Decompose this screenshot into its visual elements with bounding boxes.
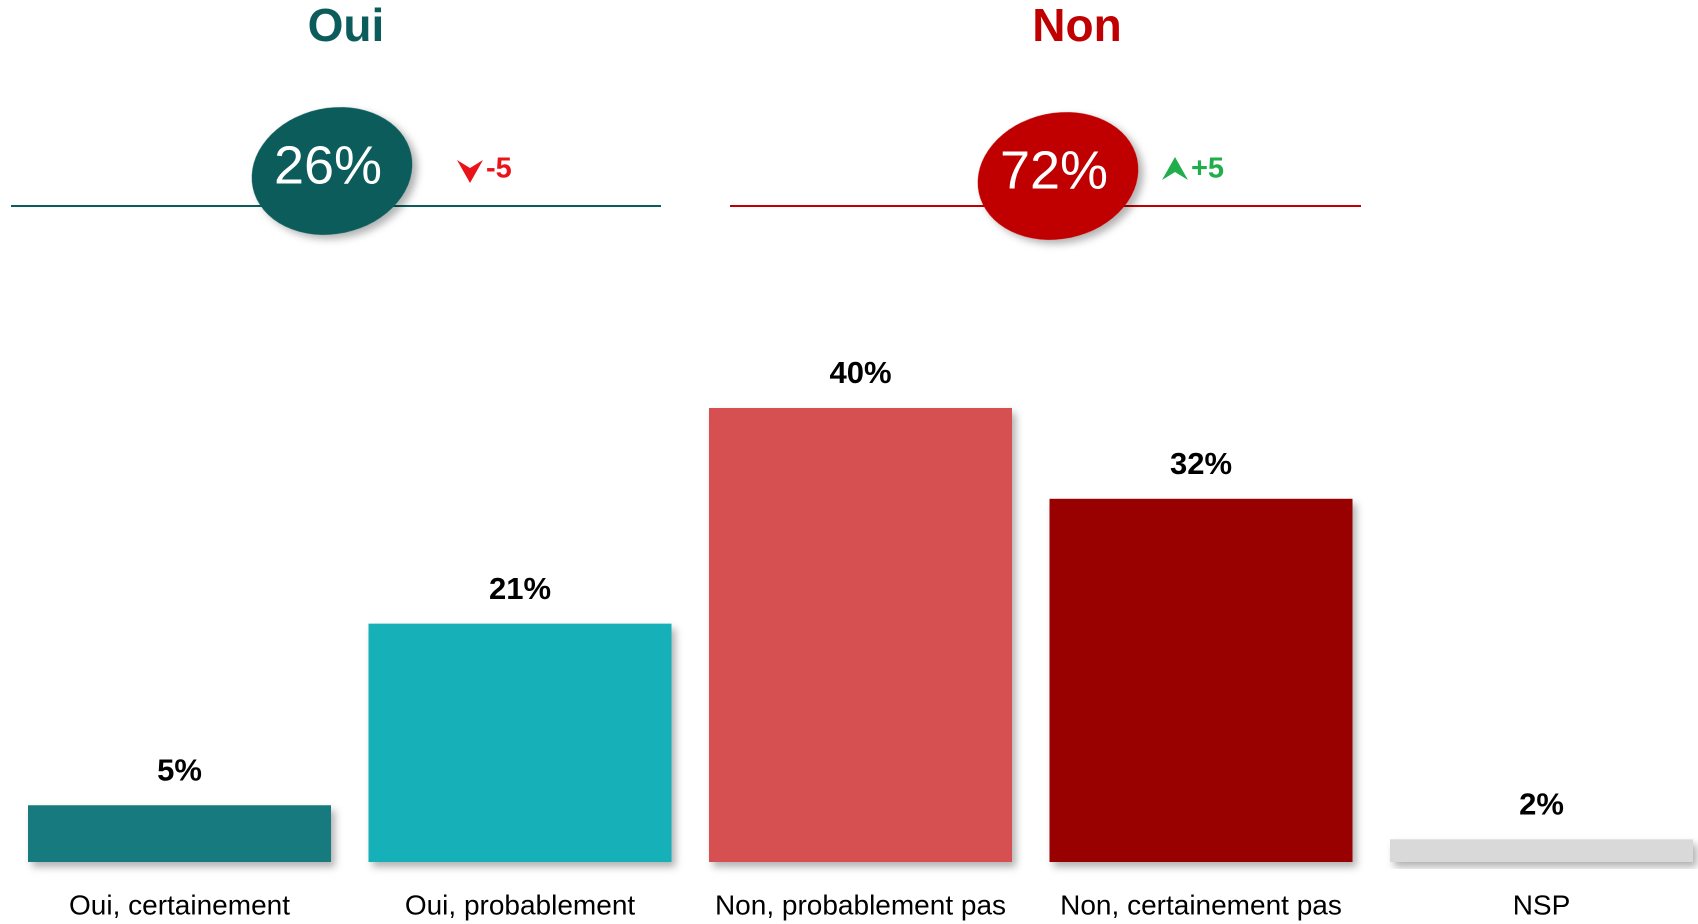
bar xyxy=(1049,498,1353,862)
value-label: 2% xyxy=(1519,786,1564,821)
value-label: 32% xyxy=(1170,446,1232,481)
group-title: Oui xyxy=(308,0,385,51)
change-arrow xyxy=(1162,157,1188,180)
group-title: Non xyxy=(1032,0,1121,51)
total-badge xyxy=(251,107,413,235)
change-label: +5 xyxy=(1191,153,1224,185)
bar xyxy=(709,408,1012,862)
total-value: 26% xyxy=(274,135,382,195)
change-arrow xyxy=(457,160,483,183)
category-label: Oui, certainement xyxy=(69,889,290,920)
bar xyxy=(368,623,672,862)
bar xyxy=(28,805,331,862)
bar xyxy=(1390,839,1693,862)
category-label: Oui, probablement xyxy=(405,889,636,920)
change-label: -5 xyxy=(486,153,512,185)
value-label: 21% xyxy=(489,571,551,606)
total-badge xyxy=(977,112,1139,240)
category-label: Non, certainement pas xyxy=(1060,889,1342,920)
total-value: 72% xyxy=(1000,140,1108,200)
value-label: 5% xyxy=(157,752,202,787)
category-label: Non, probablement pas xyxy=(715,889,1006,920)
value-label: 40% xyxy=(829,355,891,390)
category-label: NSP xyxy=(1513,889,1571,920)
